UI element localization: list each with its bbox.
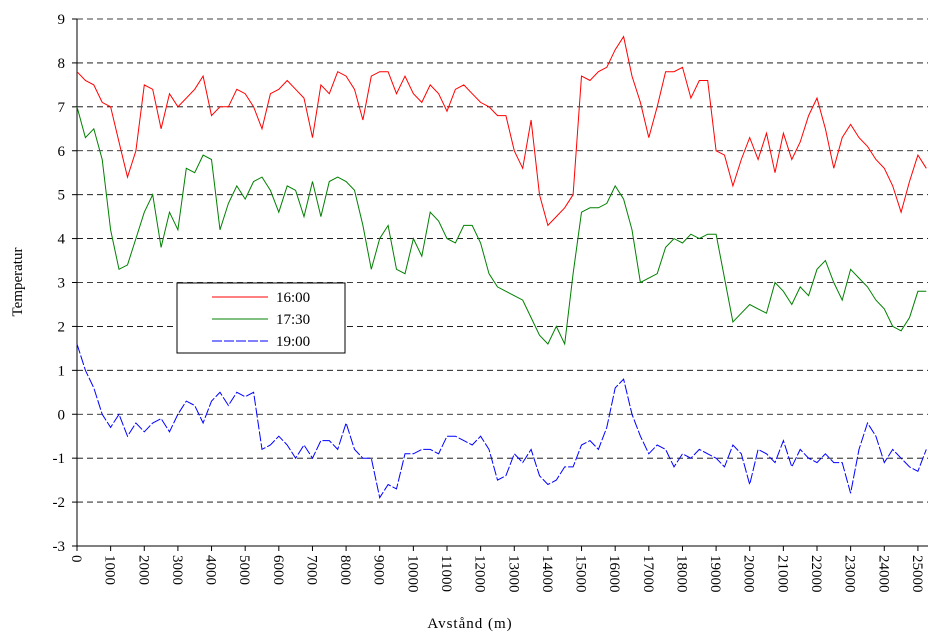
x-tick-label: 4000 (203, 555, 219, 585)
x-tick-label: 13000 (505, 555, 521, 593)
series-line (76, 35, 927, 227)
legend: 16:00 17:30 19:00 (176, 282, 346, 354)
x-tick-label: 19000 (707, 555, 723, 593)
x-tick-label: 17000 (640, 555, 656, 593)
x-tick-label: 15000 (573, 555, 589, 593)
legend-label: 17:30 (276, 312, 310, 328)
y-tick-label: 8 (58, 56, 66, 72)
y-tick-label: 6 (58, 144, 66, 160)
y-tick-label: 4 (58, 232, 66, 248)
x-tick-label: 10000 (404, 555, 420, 593)
y-tick-label: 5 (58, 188, 66, 204)
x-tick-label: 5000 (236, 555, 252, 585)
x-tick-label: 9000 (371, 555, 387, 585)
x-tick-label: 1000 (102, 555, 118, 585)
y-tick-label: 2 (58, 319, 66, 335)
x-tick-label: 20000 (741, 555, 757, 593)
y-tick-label: 7 (58, 100, 66, 116)
series-line (76, 106, 927, 346)
x-axis-label: Avstånd (m) (427, 616, 512, 632)
x-tick-label: 12000 (472, 555, 488, 593)
y-axis-label: Temperatur (10, 248, 26, 317)
legend-box (176, 282, 346, 354)
x-tick-label: 2000 (135, 555, 151, 585)
x-tick-label: 7000 (303, 555, 319, 585)
y-tick-label: 1 (58, 363, 66, 379)
x-tick-label: 18000 (673, 555, 689, 593)
x-tick-label: 21000 (774, 555, 790, 593)
y-tick-label: 3 (58, 276, 66, 292)
y-tick-label: -2 (53, 495, 66, 511)
x-tick-label: 14000 (539, 555, 555, 593)
x-tick-label: 16000 (606, 555, 622, 593)
x-tick-label: 0 (68, 555, 84, 563)
y-tick-label: -1 (53, 451, 66, 467)
x-tick-label: 8000 (337, 555, 353, 585)
x-tick-label: 3000 (169, 555, 185, 585)
x-tick-label: 6000 (270, 555, 286, 585)
y-tick-label: 0 (58, 407, 66, 423)
series-line (76, 343, 927, 500)
legend-label: 16:00 (276, 290, 310, 306)
y-tick-label: 9 (58, 12, 66, 28)
x-tick-label: 24000 (875, 555, 891, 593)
x-tick-label: 11000 (438, 555, 454, 592)
y-tick-label: -3 (53, 539, 66, 555)
x-tick-label: 23000 (842, 555, 858, 593)
legend-label: 19:00 (276, 334, 310, 350)
x-tick-label: 22000 (808, 555, 824, 593)
x-tick-label: 25000 (909, 555, 925, 593)
